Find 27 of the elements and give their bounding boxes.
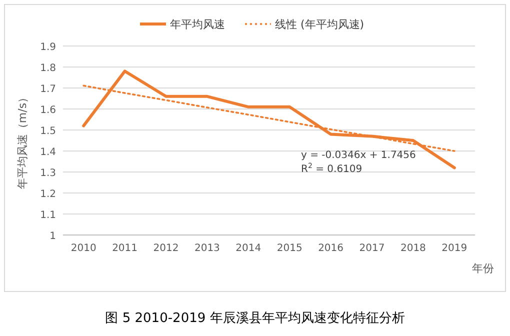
y-tick-label: 1.8 (40, 63, 56, 74)
y-tick-label: 1.5 (40, 126, 56, 137)
x-tick-label: 2019 (442, 243, 468, 254)
y-tick-label: 1.6 (40, 105, 56, 116)
x-tick-label: 2018 (400, 243, 426, 254)
x-tick-label: 2011 (112, 243, 138, 254)
y-tick-label: 1.4 (40, 147, 56, 158)
x-axis-title: 年份 (472, 262, 494, 275)
text: 图 5 2010-2019 年辰溪县年平均风速变化特征分析 (105, 311, 405, 326)
annotation: y = -0.0346x + 1.7456 (301, 150, 416, 161)
x-tick-label: 2015 (276, 243, 302, 254)
x-tick-label: 2017 (359, 243, 385, 254)
y-tick-label: 1.2 (40, 189, 56, 200)
x-tick-label: 2010 (70, 243, 96, 254)
y-tick-label: 1.1 (40, 210, 56, 221)
y-tick-label: 1.3 (40, 168, 56, 179)
annotation: R$^{2}$ = 0.6109 (301, 162, 362, 175)
legend-label: 年平均风速 (170, 18, 225, 31)
y-tick-label: 1.7 (40, 84, 56, 95)
x-tick-label: 2016 (318, 243, 344, 254)
legend-label: 线性 (年平均风速) (275, 18, 364, 31)
y-axis-title: 年平均风速（m/s） (16, 92, 29, 190)
x-tick-label: 2014 (236, 243, 262, 254)
y-tick-label: 1 (50, 231, 56, 242)
y-tick-label: 1.9 (40, 42, 56, 53)
x-tick-label: 2013 (194, 243, 220, 254)
x-tick-label: 2012 (153, 243, 179, 254)
